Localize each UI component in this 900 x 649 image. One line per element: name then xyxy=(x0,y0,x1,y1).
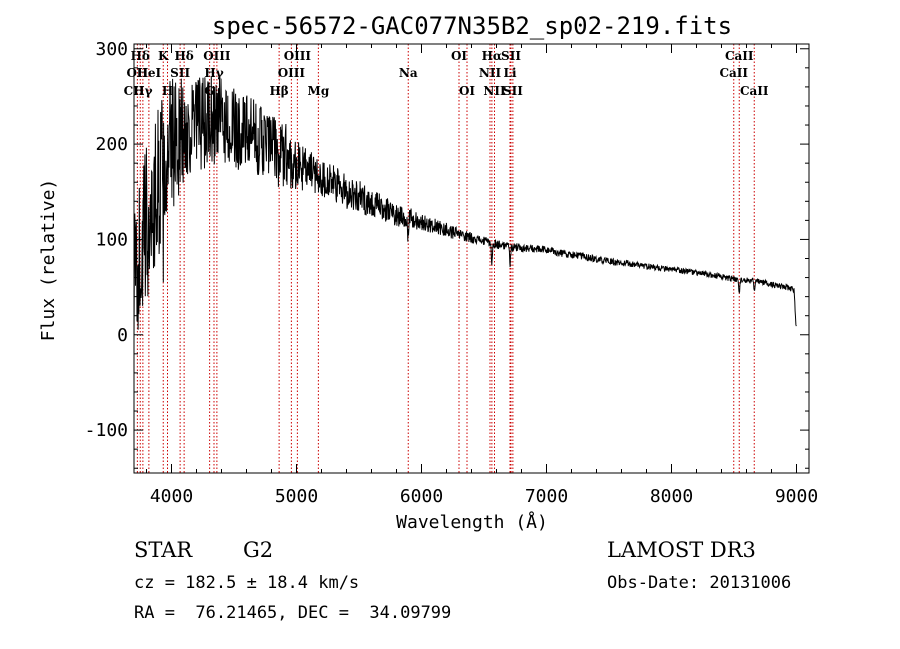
spectral-line-label: Hα xyxy=(482,49,503,63)
object-class: STAR xyxy=(134,538,193,562)
spectral-line-label: OI xyxy=(459,84,475,98)
spectral-line-label: G xyxy=(205,84,215,98)
spectral-line-label: HeI xyxy=(137,66,162,80)
spectral-line-label: CaII xyxy=(740,84,769,98)
spectral-line-label: Hβ xyxy=(269,84,288,98)
redshift-readout: cz = 182.5 ± 18.4 km/s xyxy=(134,573,360,593)
spectral-line-label: SII xyxy=(501,49,521,63)
spectrum-series xyxy=(133,76,797,340)
x-tick-label: 8000 xyxy=(650,486,693,507)
spectrum-line xyxy=(133,76,797,340)
x-tick-label: 7000 xyxy=(525,486,568,507)
spectral-line-label: OI xyxy=(451,49,467,63)
axis-ticks: 4000 5000 6000 7000 8000 9000 -100 0 100 200 300 xyxy=(85,39,819,507)
chart-title: spec-56572-GAC077N35B2_sp02-219.fits xyxy=(212,12,732,40)
x-tick-label: 5000 xyxy=(275,486,318,507)
spectral-line-label: K xyxy=(158,49,169,63)
spectral-line-label: CII xyxy=(124,84,145,98)
spectral-line-label: H xyxy=(162,84,173,98)
line-markers xyxy=(133,44,755,473)
x-tick-label: 9000 xyxy=(775,486,818,507)
survey-name: LAMOST DR3 xyxy=(607,538,756,562)
spectral-line-label: OIII xyxy=(278,66,306,80)
x-tick-label: 4000 xyxy=(150,486,193,507)
x-axis-label: Wavelength (Å) xyxy=(396,511,548,533)
spectral-line-label: Mg xyxy=(308,84,330,98)
spectral-line-label: OII xyxy=(127,66,149,80)
spectral-line-label: Hγ xyxy=(133,84,152,98)
spectral-line-label: OIII xyxy=(284,49,312,63)
y-tick-label: 300 xyxy=(95,39,128,60)
spectral-line-label: SII xyxy=(170,66,190,80)
spectral-line-label: SII xyxy=(503,84,523,98)
y-tick-label: 200 xyxy=(95,134,128,155)
spectral-line-label: Li xyxy=(504,66,517,80)
spectral-line-label: Na xyxy=(399,66,418,80)
y-tick-label: 100 xyxy=(95,229,128,250)
y-tick-label: 0 xyxy=(117,325,128,346)
spectral-line-label: OIII xyxy=(203,49,231,63)
y-tick-label: -100 xyxy=(85,420,128,441)
spectral-line-label: NII xyxy=(479,66,502,80)
object-subclass: G2 xyxy=(243,538,274,562)
spectral-line-label: Hγ xyxy=(204,66,223,80)
y-axis-label: Flux (relative) xyxy=(38,179,59,342)
spectral-line-label: CaII xyxy=(719,66,748,80)
spectral-line-label: Hδ xyxy=(174,49,193,63)
spectral-line-label: NII xyxy=(483,84,506,98)
x-tick-label: 6000 xyxy=(400,486,443,507)
spectral-line-label: CaII xyxy=(725,49,754,63)
coordinates: RA = 76.21465, DEC = 34.09799 xyxy=(134,603,452,623)
spectral-line-label: Hδ xyxy=(131,49,150,63)
obs-date: Obs-Date: 20131006 xyxy=(607,573,792,593)
